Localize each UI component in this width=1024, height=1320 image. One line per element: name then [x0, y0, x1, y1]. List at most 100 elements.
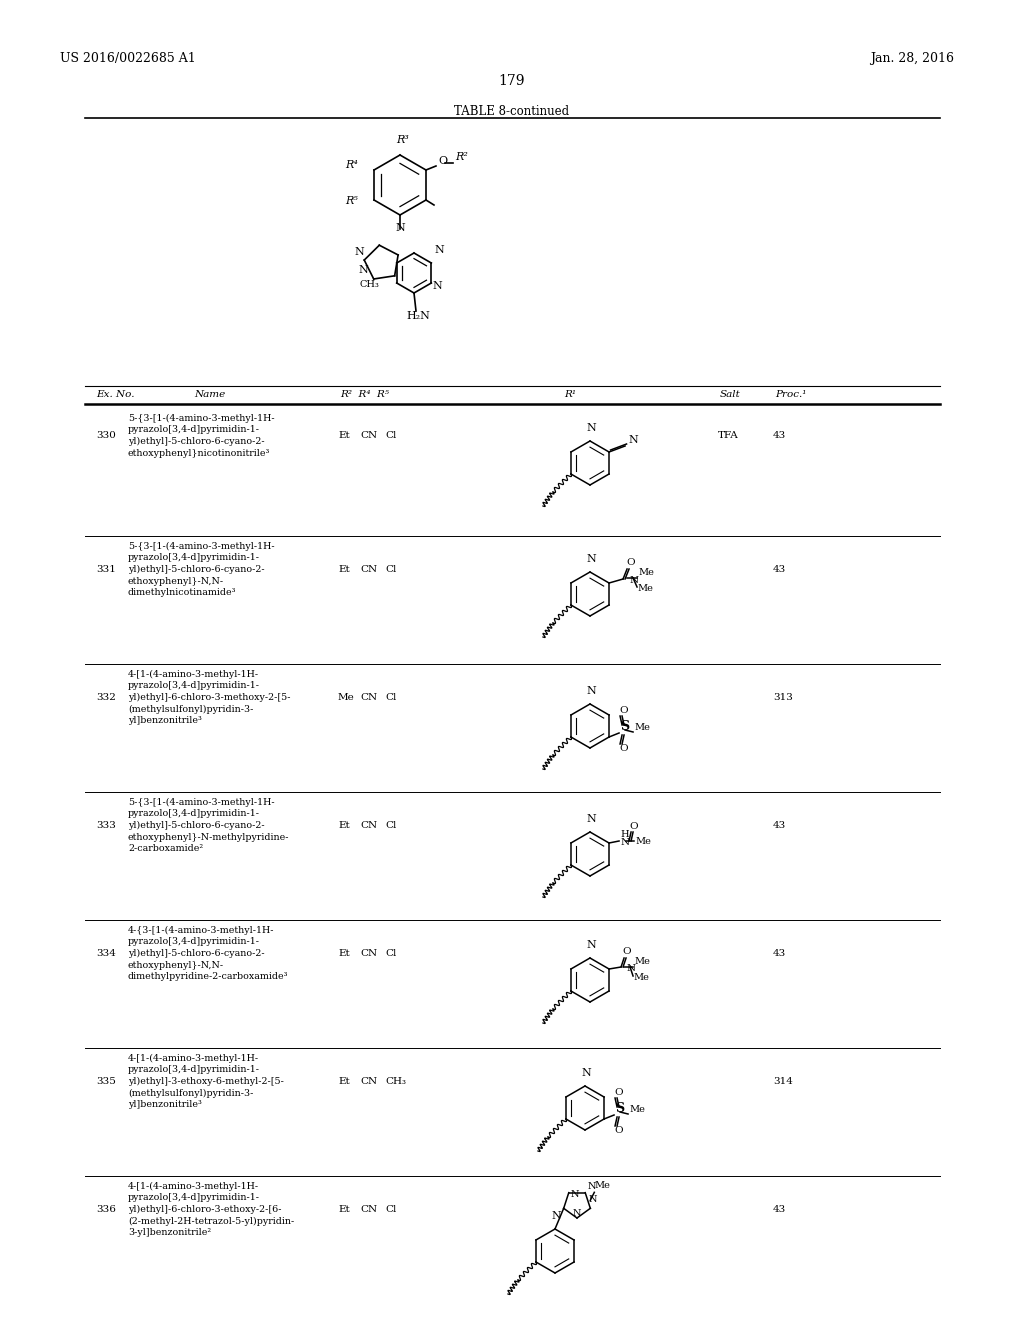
Text: (methylsulfonyl)pyridin-3-: (methylsulfonyl)pyridin-3-	[128, 1089, 253, 1098]
Text: Me: Me	[629, 1105, 645, 1114]
Text: N: N	[628, 436, 638, 445]
Text: O: O	[620, 744, 628, 752]
Text: yl)ethyl]-5-chloro-6-cyano-2-: yl)ethyl]-5-chloro-6-cyano-2-	[128, 821, 264, 830]
Text: Et: Et	[338, 432, 350, 440]
Text: N: N	[586, 814, 596, 824]
Text: 335: 335	[96, 1077, 116, 1086]
Text: 43: 43	[773, 949, 786, 958]
Text: R¹: R¹	[564, 389, 575, 399]
Text: N: N	[587, 1181, 596, 1191]
Text: 336: 336	[96, 1205, 116, 1214]
Text: N: N	[581, 1068, 591, 1078]
Text: O: O	[626, 558, 635, 568]
Text: 43: 43	[773, 565, 786, 574]
Text: Cl: Cl	[385, 949, 396, 958]
Text: 314: 314	[773, 1077, 793, 1086]
Text: R⁵: R⁵	[345, 195, 358, 206]
Text: dimethylpyridine-2-carboxamide³: dimethylpyridine-2-carboxamide³	[128, 972, 289, 981]
Text: CH₃: CH₃	[385, 1077, 406, 1086]
Text: S: S	[621, 719, 629, 733]
Text: US 2016/0022685 A1: US 2016/0022685 A1	[60, 51, 196, 65]
Text: R²  R⁴  R⁵: R² R⁴ R⁵	[340, 389, 389, 399]
Text: Me: Me	[637, 583, 653, 593]
Text: CN: CN	[360, 1205, 377, 1214]
Text: N: N	[358, 265, 368, 275]
Text: yl)ethyl]-6-chloro-3-methoxy-2-[5-: yl)ethyl]-6-chloro-3-methoxy-2-[5-	[128, 693, 291, 702]
Text: pyrazolo[3,4-d]pyrimidin-1-: pyrazolo[3,4-d]pyrimidin-1-	[128, 1193, 260, 1203]
Text: 330: 330	[96, 432, 116, 440]
Text: Cl: Cl	[385, 432, 396, 440]
Text: Proc.¹: Proc.¹	[775, 389, 806, 399]
Text: Me: Me	[633, 973, 649, 982]
Text: CN: CN	[360, 821, 377, 830]
Text: N: N	[586, 940, 596, 950]
Text: 4-[1-(4-amino-3-methyl-1H-: 4-[1-(4-amino-3-methyl-1H-	[128, 1053, 259, 1063]
Text: yl)ethyl]-5-chloro-6-cyano-2-: yl)ethyl]-5-chloro-6-cyano-2-	[128, 565, 264, 574]
Text: CN: CN	[360, 949, 377, 958]
Text: O: O	[620, 706, 628, 715]
Text: CH₃: CH₃	[359, 280, 380, 289]
Text: Me: Me	[635, 837, 651, 846]
Text: Me: Me	[594, 1181, 610, 1191]
Text: (2-methyl-2H-tetrazol-5-yl)pyridin-: (2-methyl-2H-tetrazol-5-yl)pyridin-	[128, 1217, 294, 1226]
Text: 4-[1-(4-amino-3-methyl-1H-: 4-[1-(4-amino-3-methyl-1H-	[128, 1181, 259, 1191]
Text: 5-{3-[1-(4-amino-3-methyl-1H-: 5-{3-[1-(4-amino-3-methyl-1H-	[128, 543, 274, 552]
Text: Et: Et	[338, 821, 350, 830]
Text: 179: 179	[499, 74, 525, 88]
Text: Et: Et	[338, 1205, 350, 1214]
Text: dimethylnicotinamide³: dimethylnicotinamide³	[128, 587, 237, 597]
Text: yl]benzonitrile³: yl]benzonitrile³	[128, 715, 202, 725]
Text: N: N	[589, 1196, 597, 1204]
Text: Et: Et	[338, 1077, 350, 1086]
Text: 43: 43	[773, 821, 786, 830]
Text: yl)ethyl]-3-ethoxy-6-methyl-2-[5-: yl)ethyl]-3-ethoxy-6-methyl-2-[5-	[128, 1077, 284, 1086]
Text: O: O	[614, 1126, 623, 1135]
Text: N: N	[621, 838, 629, 847]
Text: 5-{3-[1-(4-amino-3-methyl-1H-: 5-{3-[1-(4-amino-3-methyl-1H-	[128, 799, 274, 807]
Text: pyrazolo[3,4-d]pyrimidin-1-: pyrazolo[3,4-d]pyrimidin-1-	[128, 809, 260, 818]
Text: N: N	[626, 964, 635, 973]
Text: yl)ethyl]-6-chloro-3-ethoxy-2-[6-: yl)ethyl]-6-chloro-3-ethoxy-2-[6-	[128, 1205, 282, 1214]
Text: 333: 333	[96, 821, 116, 830]
Text: N: N	[354, 247, 364, 257]
Text: yl]benzonitrile³: yl]benzonitrile³	[128, 1100, 202, 1109]
Text: Jan. 28, 2016: Jan. 28, 2016	[870, 51, 954, 65]
Text: O: O	[438, 156, 447, 166]
Text: Et: Et	[338, 565, 350, 574]
Text: CN: CN	[360, 693, 377, 702]
Text: H₂N: H₂N	[406, 312, 430, 321]
Text: 334: 334	[96, 949, 116, 958]
Text: Me: Me	[338, 693, 354, 702]
Text: 331: 331	[96, 565, 116, 574]
Text: ethoxyphenyl}-N-methylpyridine-: ethoxyphenyl}-N-methylpyridine-	[128, 833, 290, 842]
Text: H: H	[621, 830, 629, 840]
Text: Name: Name	[195, 389, 225, 399]
Text: yl)ethyl]-5-chloro-6-cyano-2-: yl)ethyl]-5-chloro-6-cyano-2-	[128, 437, 264, 446]
Text: yl)ethyl]-5-chloro-6-cyano-2-: yl)ethyl]-5-chloro-6-cyano-2-	[128, 949, 264, 958]
Text: O: O	[614, 1088, 623, 1097]
Text: CN: CN	[360, 432, 377, 440]
Text: pyrazolo[3,4-d]pyrimidin-1-: pyrazolo[3,4-d]pyrimidin-1-	[128, 681, 260, 690]
Text: ethoxyphenyl}-N,N-: ethoxyphenyl}-N,N-	[128, 577, 224, 586]
Text: S: S	[615, 1102, 625, 1115]
Text: R²: R²	[455, 152, 468, 162]
Text: Cl: Cl	[385, 565, 396, 574]
Text: N: N	[586, 686, 596, 696]
Text: 5-{3-[1-(4-amino-3-methyl-1H-: 5-{3-[1-(4-amino-3-methyl-1H-	[128, 414, 274, 424]
Text: N: N	[570, 1189, 580, 1199]
Text: N: N	[395, 223, 404, 234]
Text: ethoxyphenyl}-N,N-: ethoxyphenyl}-N,N-	[128, 961, 224, 969]
Text: 313: 313	[773, 693, 793, 702]
Text: N: N	[629, 576, 638, 585]
Text: pyrazolo[3,4-d]pyrimidin-1-: pyrazolo[3,4-d]pyrimidin-1-	[128, 937, 260, 946]
Text: TFA: TFA	[718, 432, 738, 440]
Text: CN: CN	[360, 1077, 377, 1086]
Text: 4-{3-[1-(4-amino-3-methyl-1H-: 4-{3-[1-(4-amino-3-methyl-1H-	[128, 927, 274, 935]
Text: pyrazolo[3,4-d]pyrimidin-1-: pyrazolo[3,4-d]pyrimidin-1-	[128, 553, 260, 562]
Text: O: O	[629, 822, 638, 832]
Text: N: N	[586, 554, 596, 564]
Text: Ex. No.: Ex. No.	[96, 389, 134, 399]
Text: pyrazolo[3,4-d]pyrimidin-1-: pyrazolo[3,4-d]pyrimidin-1-	[128, 425, 260, 434]
Text: R⁴: R⁴	[345, 160, 358, 170]
Text: pyrazolo[3,4-d]pyrimidin-1-: pyrazolo[3,4-d]pyrimidin-1-	[128, 1065, 260, 1074]
